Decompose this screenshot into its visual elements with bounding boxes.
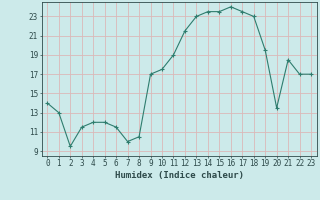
X-axis label: Humidex (Indice chaleur): Humidex (Indice chaleur) — [115, 171, 244, 180]
